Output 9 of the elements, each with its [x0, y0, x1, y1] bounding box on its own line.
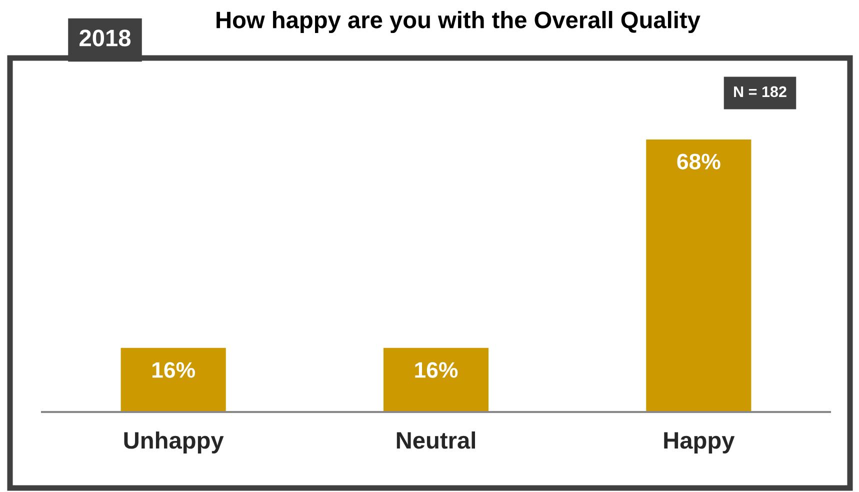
- x-tick-label: Happy: [664, 432, 735, 454]
- text: 2018: [80, 30, 131, 46]
- text: N = 182: [734, 86, 786, 98]
- data-label: 16%: [152, 362, 195, 378]
- chart-title: How happy are you with the Overall Quality: [216, 10, 700, 34]
- x-tick-label: Unhappy: [124, 431, 224, 454]
- x-tick-label: Neutral: [396, 431, 476, 449]
- data-label: 16%: [415, 362, 458, 378]
- data-label: 68%: [677, 154, 720, 170]
